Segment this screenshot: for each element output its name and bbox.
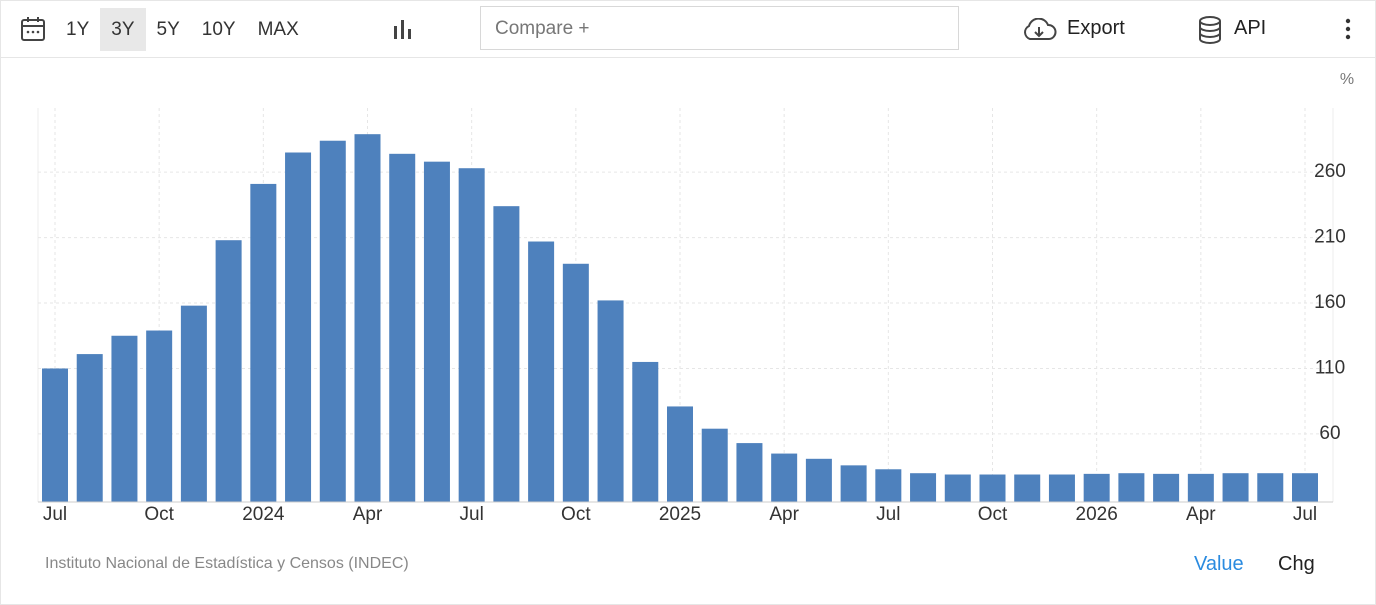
x-tick-label: Oct xyxy=(561,504,591,525)
calendar-icon[interactable] xyxy=(20,16,46,42)
bar xyxy=(389,153,416,502)
x-tick-label: Jul xyxy=(876,504,900,525)
bar xyxy=(215,240,242,502)
bar xyxy=(1292,473,1318,502)
y-tick-label: 160 xyxy=(1314,292,1346,313)
y-tick-label: 110 xyxy=(1315,358,1345,379)
x-tick-label: Oct xyxy=(978,504,1008,525)
bar xyxy=(458,168,485,502)
x-tick-label: 2025 xyxy=(659,504,701,525)
footer-tab[interactable]: Chg xyxy=(1278,553,1315,575)
source: Instituto Nacional de Estadística y Cens… xyxy=(45,555,409,572)
x-tick-label: Apr xyxy=(769,504,799,525)
bar xyxy=(632,361,659,502)
bar xyxy=(910,473,937,502)
bar xyxy=(250,183,277,502)
x-tick-label: 2024 xyxy=(242,504,285,525)
bar xyxy=(1257,473,1284,502)
bar xyxy=(840,465,867,502)
y-tick-label: 210 xyxy=(1314,227,1346,248)
bar xyxy=(562,263,589,502)
bar xyxy=(1048,474,1075,502)
range-button[interactable]: MAX xyxy=(257,19,299,40)
bar xyxy=(285,152,312,502)
bar xyxy=(944,474,971,502)
bar xyxy=(1118,473,1145,502)
export-button[interactable]: Export xyxy=(1067,17,1125,39)
y-tick-label: 260 xyxy=(1314,161,1346,182)
bar xyxy=(1222,473,1249,502)
x-tick-label: Oct xyxy=(144,504,174,525)
bar xyxy=(597,300,624,502)
bar xyxy=(1014,474,1041,502)
compare-input[interactable]: Compare + xyxy=(480,6,959,50)
export-icon[interactable] xyxy=(1021,18,1057,42)
range-button[interactable]: 5Y xyxy=(156,19,180,40)
bar xyxy=(528,241,555,502)
api-button[interactable]: API xyxy=(1234,17,1267,39)
x-tick-label: Jul xyxy=(43,504,67,525)
footer-tab[interactable]: Value xyxy=(1194,553,1244,575)
y-tick-label: 60 xyxy=(1319,423,1340,444)
x-tick-label: 2026 xyxy=(1076,504,1118,525)
chart-type-icon[interactable] xyxy=(392,18,414,40)
x-tick-label: Jul xyxy=(1293,504,1317,525)
unit-label: % xyxy=(1340,71,1354,88)
toolbar: 1Y 3Y 5Y 10Y MAX Compare + Export API xyxy=(1,1,1375,58)
bar xyxy=(667,406,693,502)
bar xyxy=(76,354,103,502)
x-tick-label: Apr xyxy=(353,504,383,525)
bar xyxy=(493,206,520,502)
x-tick-label: Apr xyxy=(1186,504,1216,525)
bar xyxy=(319,140,346,503)
bar xyxy=(1083,473,1110,502)
bar xyxy=(180,305,207,502)
range-selector: 1Y 3Y 5Y 10Y MAX xyxy=(55,8,310,51)
bar xyxy=(805,458,832,502)
bar xyxy=(771,453,798,502)
api-icon[interactable] xyxy=(1198,16,1222,44)
bar xyxy=(736,443,763,502)
bar xyxy=(111,335,138,502)
bar xyxy=(701,428,728,502)
range-button[interactable]: 3Y xyxy=(100,8,146,51)
menu-icon[interactable] xyxy=(1344,18,1352,42)
bar xyxy=(875,469,902,502)
bar xyxy=(1187,473,1214,502)
bar xyxy=(146,330,173,502)
range-button[interactable]: 1Y xyxy=(66,19,90,40)
bar xyxy=(423,161,450,502)
bar xyxy=(1153,473,1180,502)
x-tick-label: Jul xyxy=(460,504,484,525)
bar xyxy=(979,474,1006,502)
bar xyxy=(354,134,381,503)
bar xyxy=(42,368,68,502)
range-button[interactable]: 10Y xyxy=(201,19,236,40)
